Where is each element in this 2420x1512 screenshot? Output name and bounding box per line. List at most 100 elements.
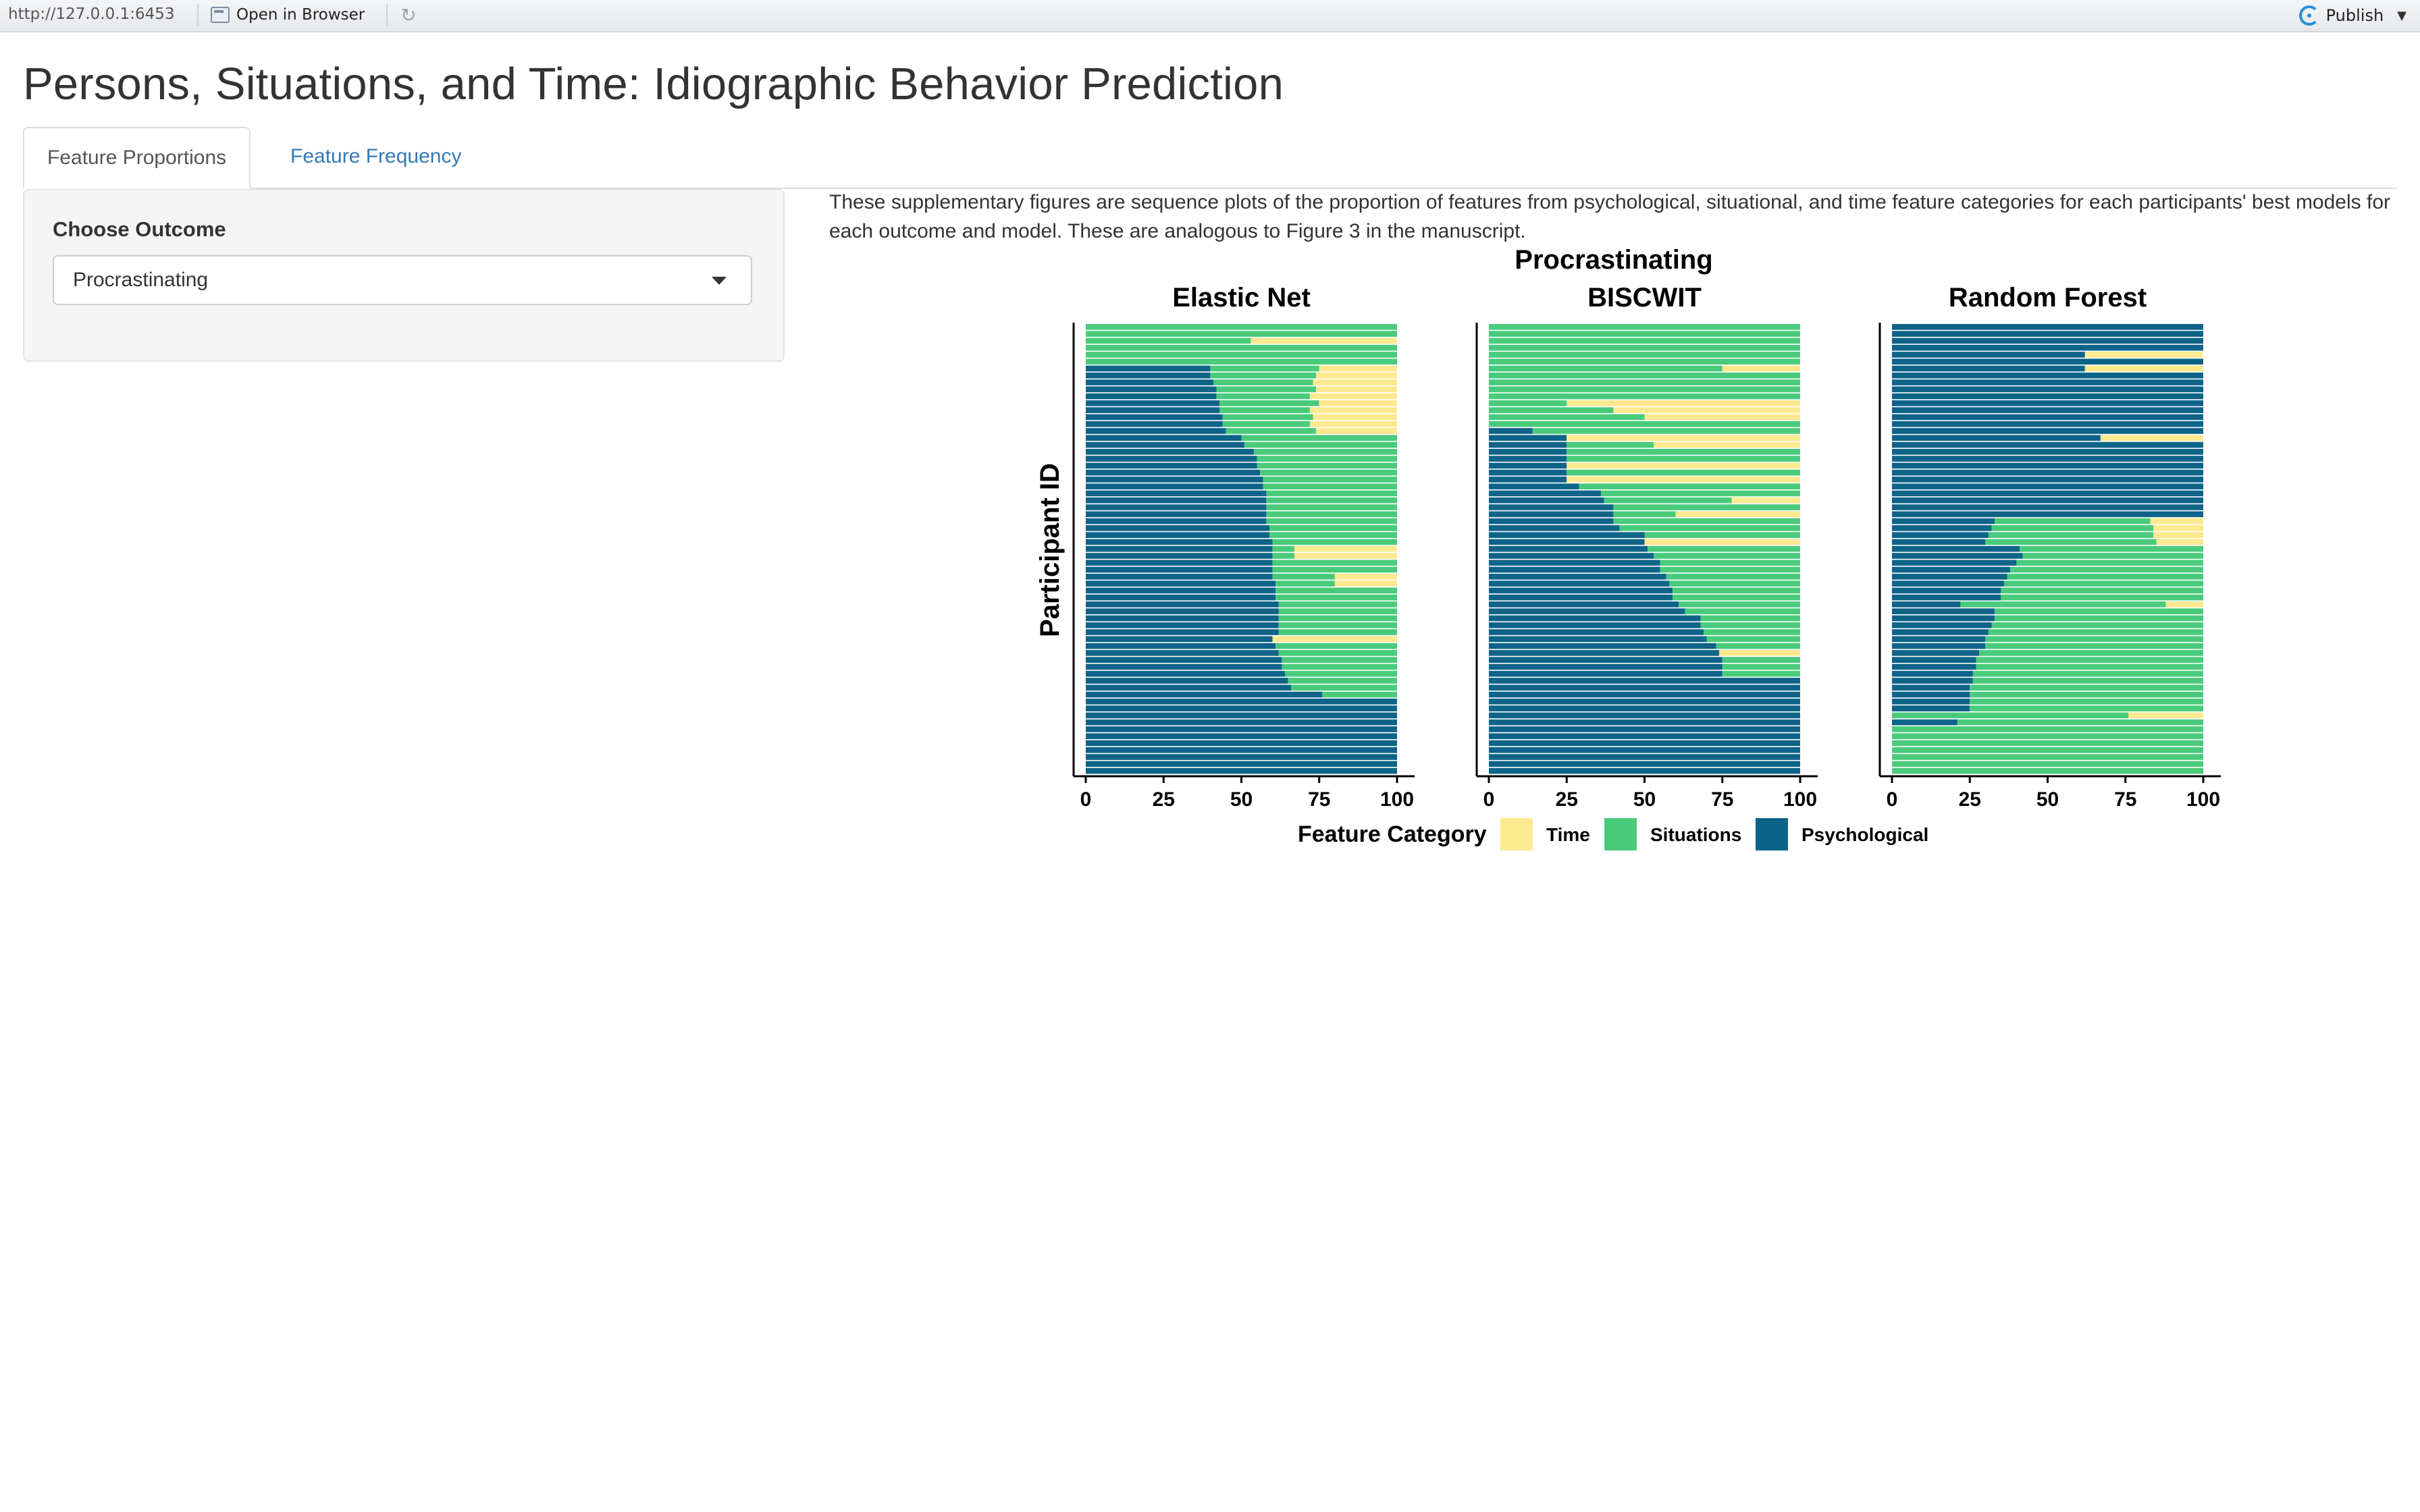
chart-title: Procrastinating — [1515, 245, 1712, 275]
bar-time — [1567, 435, 1800, 441]
bar-psychological — [1892, 560, 2017, 566]
bar-situations — [1266, 497, 1397, 504]
bar-psychological — [1086, 573, 1273, 580]
bar-psychological — [1086, 456, 1257, 462]
bar-psychological — [1086, 400, 1220, 406]
choose-outcome-label: Choose Outcome — [53, 217, 226, 241]
bar-psychological — [1086, 670, 1286, 677]
bar-psychological — [1489, 504, 1614, 510]
bar-situations — [1489, 407, 1614, 413]
chevron-down-icon[interactable] — [712, 277, 727, 285]
bar-psychological — [1489, 705, 1800, 711]
bar-psychological — [1489, 428, 1533, 434]
bar-time — [1319, 400, 1397, 406]
bar-situations — [1489, 379, 1800, 385]
x-tick-label: 50 — [1230, 788, 1253, 811]
bar-psychological — [1892, 678, 1973, 684]
bar-situations — [1700, 615, 1800, 622]
bar-situations — [2022, 553, 2203, 559]
publish-button[interactable]: Publish ▼ — [2298, 4, 2406, 27]
x-tick-label: 25 — [1153, 788, 1175, 811]
bar-time — [1309, 407, 1397, 413]
bar-psychological — [1892, 573, 2007, 580]
bar-situations — [1985, 636, 2203, 643]
bar-situations — [1567, 469, 1800, 476]
open-in-browser-button[interactable]: Open in Browser — [211, 4, 365, 26]
bar-psychological — [1086, 705, 1397, 711]
bar-situations — [1672, 587, 1800, 594]
tab-feature-proportions[interactable]: Feature Proportions — [23, 127, 251, 189]
bar-situations — [1291, 684, 1397, 691]
bar-situations — [1263, 477, 1397, 483]
bar-psychological — [1086, 678, 1288, 684]
bar-situations — [1604, 497, 1732, 504]
bar-situations — [1613, 511, 1676, 518]
tab-feature-frequency[interactable]: Feature Frequency — [290, 145, 462, 167]
refresh-icon[interactable]: ↻ — [400, 5, 417, 26]
legend-swatch — [1756, 818, 1788, 850]
bar-situations — [1700, 622, 1800, 628]
bar-psychological — [1892, 698, 1970, 705]
legend-title: Feature Category — [1298, 821, 1487, 847]
bar-situations — [1489, 400, 1567, 406]
bar-situations — [1991, 525, 2154, 531]
bar-psychological — [1892, 719, 1957, 726]
bar-time — [1316, 372, 1397, 379]
bar-situations — [1489, 338, 1800, 344]
bar-situations — [1086, 324, 1397, 330]
bar-psychological — [1892, 518, 1995, 524]
bar-situations — [1892, 733, 2203, 740]
bar-psychological — [1892, 539, 1986, 545]
bar-psychological — [1892, 352, 2085, 358]
x-tick-label: 25 — [1556, 788, 1578, 811]
bar-situations — [1278, 629, 1397, 635]
bar-situations — [1644, 532, 1800, 538]
bar-psychological — [1086, 726, 1397, 732]
bar-psychological — [1489, 545, 1648, 552]
bar-psychological — [1086, 580, 1276, 587]
bar-psychological — [1086, 414, 1223, 421]
bar-psychological — [1892, 428, 2203, 434]
bar-situations — [1285, 670, 1397, 677]
viewer-toolbar: http://127.0.0.1:6453 Open in Browser ↻ … — [0, 0, 2420, 32]
bar-time — [2153, 532, 2203, 538]
bar-situations — [1219, 400, 1319, 406]
bar-psychological — [1892, 657, 1976, 663]
bar-psychological — [1892, 386, 2203, 393]
bar-situations — [1086, 344, 1397, 351]
bar-psychological — [1489, 691, 1800, 698]
bar-situations — [1266, 511, 1397, 518]
panel-title: BISCWIT — [1587, 283, 1702, 313]
bar-psychological — [1489, 726, 1800, 732]
bar-situations — [1282, 657, 1397, 663]
bar-situations — [1679, 601, 1800, 608]
bar-psychological — [1892, 622, 1992, 628]
bar-situations — [1269, 525, 1397, 531]
bar-psychological — [1489, 518, 1614, 524]
bar-situations — [1086, 338, 1251, 344]
bar-psychological — [1892, 545, 2020, 552]
outcome-select[interactable]: Procrastinating — [53, 255, 752, 305]
bar-situations — [1972, 670, 2203, 677]
bar-psychological — [1086, 684, 1292, 691]
bar-situations — [1532, 428, 1800, 434]
bar-situations — [2010, 566, 2203, 573]
bar-situations — [1976, 657, 2203, 663]
bar-situations — [1272, 573, 1335, 580]
bar-situations — [1272, 566, 1397, 573]
bar-situations — [1257, 462, 1397, 469]
chevron-down-icon[interactable]: ▼ — [2397, 8, 2406, 23]
bar-psychological — [1892, 435, 2101, 441]
bar-time — [1334, 573, 1397, 580]
x-tick-label: 0 — [1483, 788, 1495, 811]
bar-psychological — [1086, 504, 1267, 510]
bar-psychological — [1892, 469, 2203, 476]
bar-psychological — [1892, 331, 2203, 337]
bar-psychological — [1086, 657, 1282, 663]
bar-psychological — [1086, 477, 1263, 483]
bar-psychological — [1892, 566, 2011, 573]
bar-psychological — [1489, 622, 1701, 628]
bar-situations — [1269, 532, 1397, 538]
bar-psychological — [1489, 497, 1604, 504]
bar-situations — [1086, 358, 1397, 365]
